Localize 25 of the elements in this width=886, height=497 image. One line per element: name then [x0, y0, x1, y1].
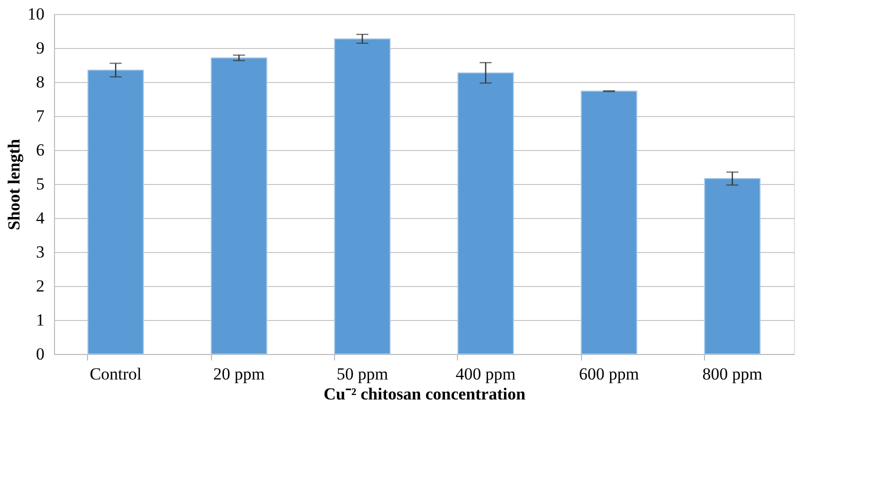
bar: [87, 70, 144, 354]
y-tick-label: 1: [36, 310, 44, 330]
y-tick-label: 4: [36, 208, 45, 228]
x-tick-label: 50 ppm: [336, 364, 388, 384]
y-tick-label: 10: [28, 4, 44, 24]
x-tick-label: Control: [90, 364, 142, 384]
y-tick-label: 0: [36, 344, 44, 364]
x-tick-label: 800 ppm: [702, 364, 762, 384]
y-tick-label: 2: [36, 276, 44, 296]
y-tick-label: 6: [36, 140, 44, 160]
x-tick-label: 400 ppm: [456, 364, 516, 384]
x-axis-title: Cu⁻² chitosan concentration: [324, 384, 526, 404]
y-tick-label: 8: [36, 72, 44, 92]
y-tick-label: 5: [36, 174, 44, 194]
bar: [580, 90, 638, 354]
y-axis-title: Shoot length: [4, 138, 24, 230]
x-tick-label: 600 ppm: [579, 364, 639, 384]
x-tick-label: 20 ppm: [213, 364, 265, 384]
bar: [334, 38, 391, 354]
bar: [210, 57, 268, 354]
y-tick-label: 9: [36, 38, 44, 58]
y-tick-label: 3: [36, 242, 44, 262]
bar: [704, 178, 761, 354]
y-tick-label: 7: [36, 106, 45, 126]
bar: [457, 72, 514, 354]
